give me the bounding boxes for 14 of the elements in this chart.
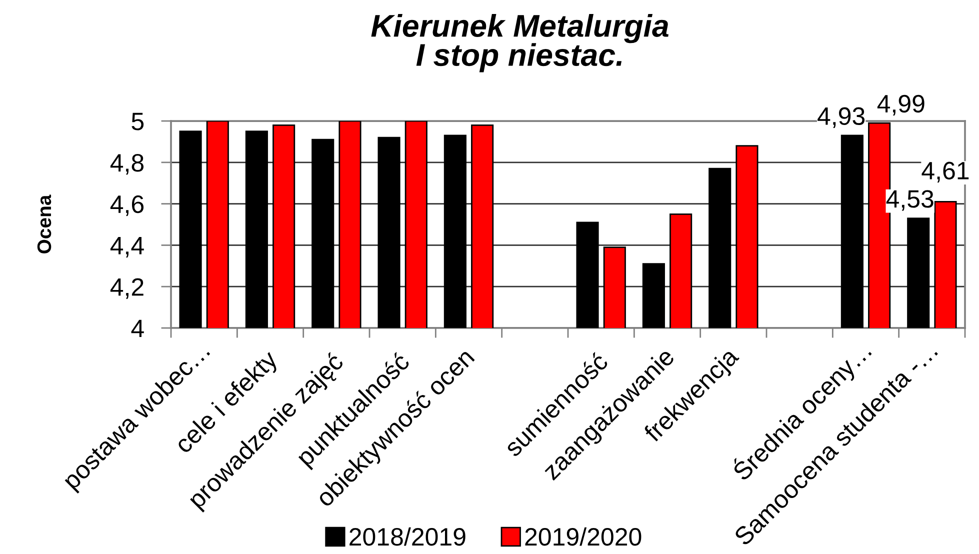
- y-axis-title: Ocena: [37, 194, 52, 254]
- chart-title: Kierunek Metalurgia I stop niestac.: [371, 14, 668, 72]
- y-tick-label: 4,6: [110, 195, 144, 216]
- y-tick-label: 5: [132, 112, 144, 130]
- y-tick-label: 4,2: [110, 278, 144, 299]
- y-tick-label: 4: [131, 320, 144, 338]
- data-label: 4,93: [818, 107, 865, 128]
- legend-label: 2019/2020: [525, 527, 642, 546]
- data-label: 4,99: [877, 94, 924, 116]
- data-label: 4,61: [922, 162, 969, 182]
- y-tick-label: 4,4: [110, 237, 144, 258]
- y-tick-label: 4,8: [110, 154, 144, 175]
- data-label: 4,53: [886, 190, 934, 211]
- legend-label: 2018/2019: [350, 527, 466, 546]
